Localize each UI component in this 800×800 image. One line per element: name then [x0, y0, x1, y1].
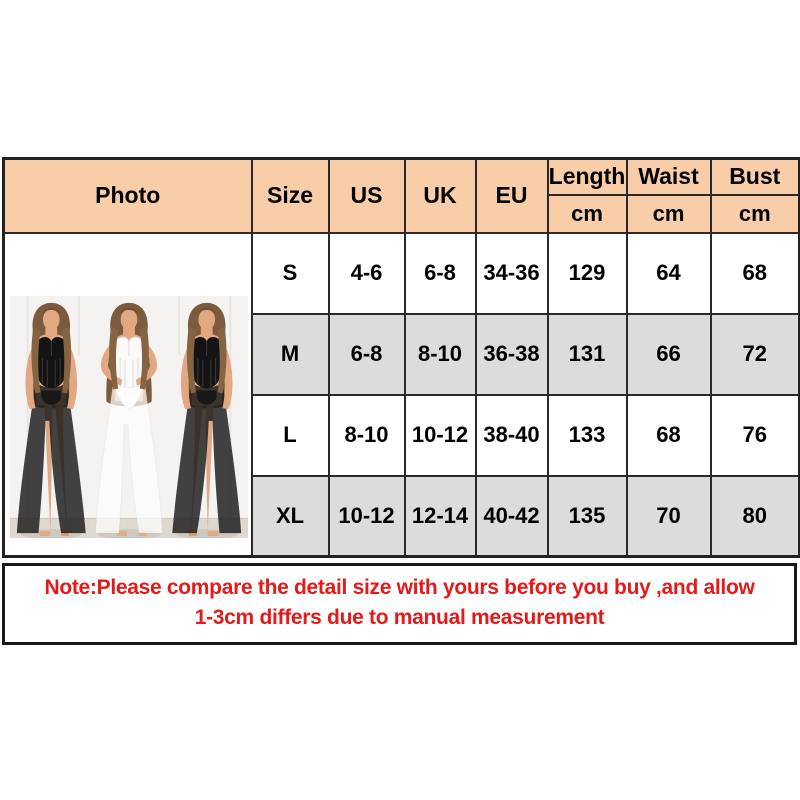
col-header-waist-unit: cm — [625, 193, 712, 234]
eu-cell: 38-40 — [474, 393, 549, 477]
waist-cell: 64 — [625, 231, 712, 315]
col-header-size: Size — [250, 157, 330, 234]
uk-cell: 8-10 — [403, 312, 477, 396]
photo-cell — [2, 231, 253, 558]
eu-cell: 36-38 — [474, 312, 549, 396]
us-cell: 4-6 — [327, 231, 406, 315]
col-header-us: US — [327, 157, 406, 234]
bust-cell: 72 — [709, 312, 800, 396]
table-row-s: S 4-6 6-8 34-36 129 64 68 — [2, 231, 800, 558]
length-cell: 129 — [546, 231, 628, 315]
waist-cell: 68 — [625, 393, 712, 477]
size-cell: XL — [250, 474, 330, 558]
waist-cell: 70 — [625, 474, 712, 558]
note-box: Note:Please compare the detail size with… — [2, 563, 797, 645]
size-cell: M — [250, 312, 330, 396]
table-row-xl: XL 10-12 12-14 40-42 135 70 80 — [4, 474, 800, 558]
note-line-1: Note:Please compare the detail size with… — [44, 576, 755, 599]
size-cell: S — [250, 231, 330, 315]
col-header-length: Length — [546, 157, 628, 196]
length-cell: 133 — [546, 393, 628, 477]
table-row-m: M 6-8 8-10 36-38 131 66 72 — [4, 312, 800, 396]
bust-cell: 80 — [709, 474, 800, 558]
us-cell: 6-8 — [327, 312, 406, 396]
bust-cell: 68 — [709, 231, 800, 315]
size-cell: L — [250, 393, 330, 477]
uk-cell: 10-12 — [403, 393, 477, 477]
us-cell: 8-10 — [327, 393, 406, 477]
col-header-eu: EU — [474, 157, 549, 234]
eu-cell: 34-36 — [474, 231, 549, 315]
product-photo — [9, 296, 249, 539]
us-cell: 10-12 — [327, 474, 406, 558]
col-header-length-unit: cm — [546, 193, 628, 234]
uk-cell: 6-8 — [403, 231, 477, 315]
col-header-photo: Photo — [2, 157, 253, 234]
col-header-waist: Waist — [625, 157, 712, 196]
uk-cell: 12-14 — [403, 474, 477, 558]
col-header-bust-unit: cm — [709, 193, 800, 234]
col-header-bust: Bust — [709, 157, 800, 196]
waist-cell: 66 — [625, 312, 712, 396]
bust-cell: 76 — [709, 393, 800, 477]
col-header-uk: UK — [403, 157, 477, 234]
length-cell: 135 — [546, 474, 628, 558]
table-row-l: L 8-10 10-12 38-40 133 68 76 — [4, 393, 800, 477]
size-chart-table: Photo Size US UK EU Length Waist Bust cm… — [2, 157, 800, 558]
note-line-2: 1-3cm differs due to manual measurement — [194, 605, 605, 629]
length-cell: 131 — [546, 312, 628, 396]
eu-cell: 40-42 — [474, 474, 549, 558]
